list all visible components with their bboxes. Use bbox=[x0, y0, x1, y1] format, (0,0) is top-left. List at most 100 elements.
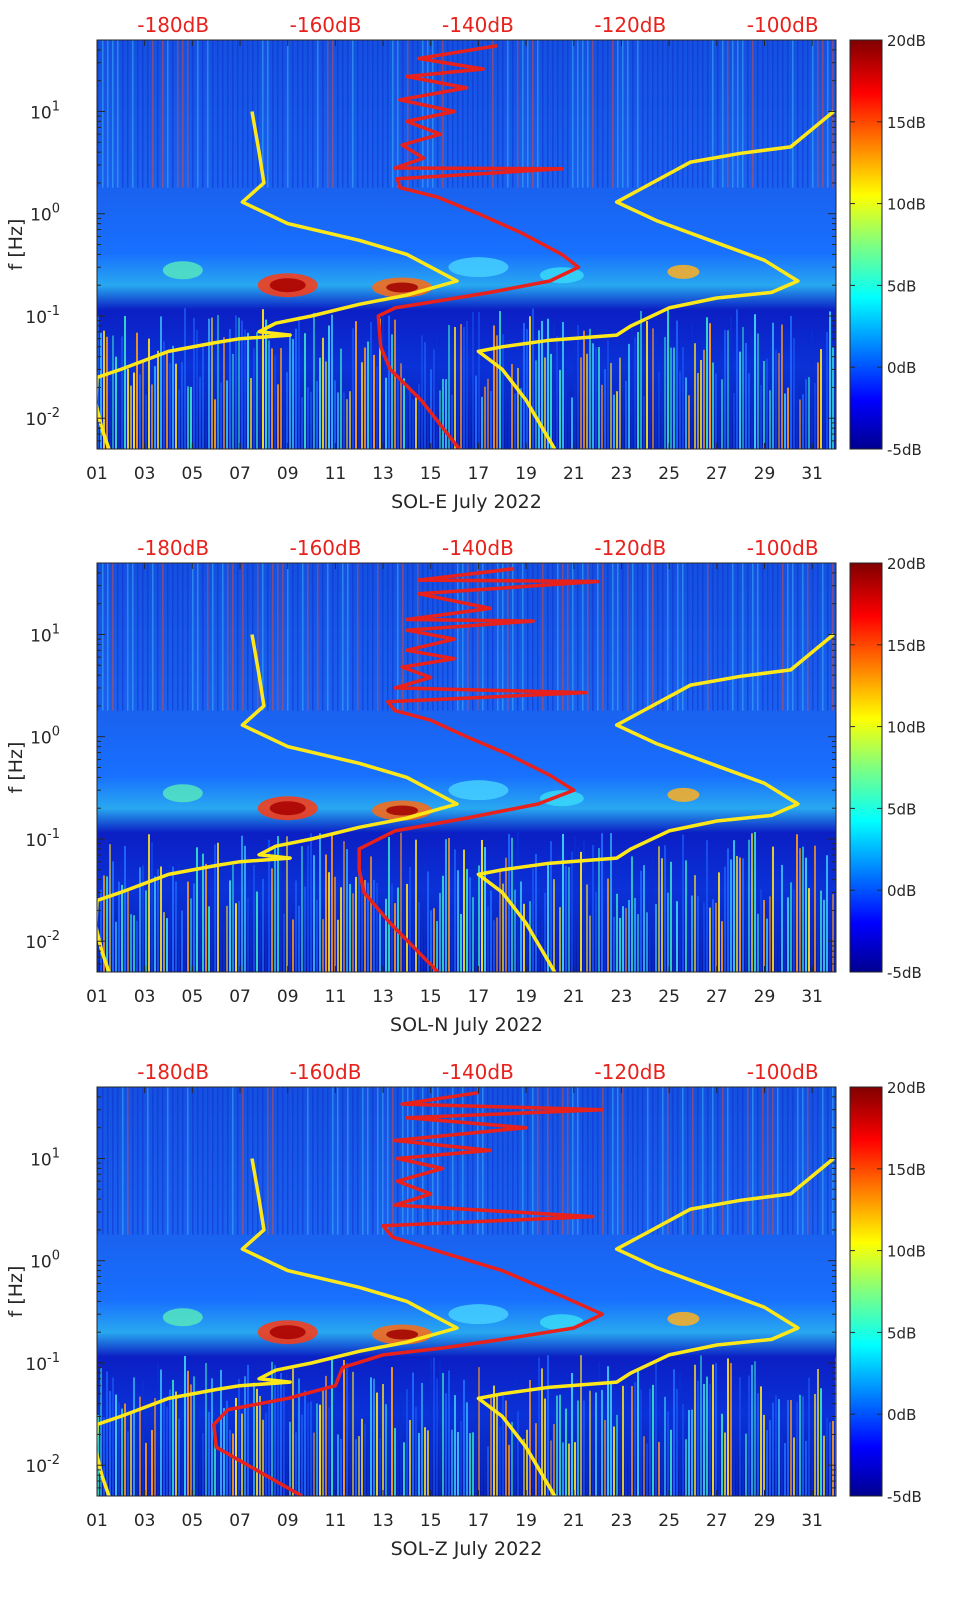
top-db-label: -180dB bbox=[137, 1060, 209, 1084]
x-tick-label: 05 bbox=[182, 464, 204, 484]
x-tick-label: 13 bbox=[372, 987, 394, 1007]
top-db-label: -120dB bbox=[594, 1060, 666, 1084]
x-tick-label: 09 bbox=[277, 1511, 299, 1531]
x-tick-label: 19 bbox=[515, 1511, 537, 1531]
x-tick-label: 27 bbox=[706, 464, 728, 484]
x-tick-label: 03 bbox=[134, 987, 156, 1007]
x-tick-label: 01 bbox=[86, 464, 108, 484]
colorbar-label: 5dB bbox=[887, 1324, 916, 1342]
noise-model-high-line bbox=[476, 633, 835, 972]
x-tick-label: 01 bbox=[86, 987, 108, 1007]
noise-model-low-line bbox=[97, 111, 459, 449]
top-db-label: -100dB bbox=[747, 536, 819, 560]
x-tick-label: 21 bbox=[563, 1511, 585, 1531]
x-tick-label: 25 bbox=[658, 987, 680, 1007]
colorbar-label: 10dB bbox=[887, 719, 926, 737]
median-psd-line bbox=[212, 1090, 605, 1496]
x-tick-label: 13 bbox=[372, 1511, 394, 1531]
y-tick-label: 100 bbox=[30, 1249, 60, 1273]
x-tick-label: 29 bbox=[754, 464, 776, 484]
y-axis-label: f [Hz] bbox=[5, 1266, 27, 1318]
y-tick-label: 10-2 bbox=[25, 406, 60, 430]
colorbar-label: -5dB bbox=[887, 964, 922, 982]
x-tick-label: 17 bbox=[468, 1511, 490, 1531]
median-psd-line bbox=[376, 43, 581, 449]
noise-model-low-line bbox=[97, 1158, 459, 1496]
y-axis-label: f [Hz] bbox=[5, 219, 27, 271]
x-tick-label: 31 bbox=[801, 987, 823, 1007]
x-tick-label: 31 bbox=[801, 464, 823, 484]
x-tick-label: 25 bbox=[658, 464, 680, 484]
noise-model-high-line bbox=[476, 110, 835, 449]
colorbar bbox=[849, 39, 883, 450]
x-tick-label: 27 bbox=[706, 1511, 728, 1531]
top-db-label: -140dB bbox=[442, 1060, 514, 1084]
colorbar-label: 10dB bbox=[887, 196, 926, 214]
colorbar-label: 0dB bbox=[887, 882, 916, 900]
y-tick-label: 101 bbox=[30, 99, 60, 123]
colorbar-label: -5dB bbox=[887, 1488, 922, 1506]
x-tick-label: 05 bbox=[182, 987, 204, 1007]
x-tick-label: 11 bbox=[325, 987, 347, 1007]
x-tick-label: 17 bbox=[468, 464, 490, 484]
spectrogram-image bbox=[97, 563, 836, 972]
colorbar-label: 5dB bbox=[887, 800, 916, 818]
x-tick-label: 23 bbox=[611, 987, 633, 1007]
colorbar-label: 15dB bbox=[887, 1161, 926, 1179]
x-tick-label: 01 bbox=[86, 1511, 108, 1531]
colorbar bbox=[849, 562, 883, 973]
x-tick-label: 09 bbox=[277, 464, 299, 484]
colorbar bbox=[849, 1086, 883, 1497]
x-tick-label: 03 bbox=[134, 1511, 156, 1531]
x-axis-label: SOL-E July 2022 bbox=[391, 491, 542, 513]
colorbar-label: 15dB bbox=[887, 637, 926, 655]
top-db-label: -160dB bbox=[290, 1060, 362, 1084]
x-axis-label: SOL-N July 2022 bbox=[390, 1014, 543, 1036]
x-tick-label: 19 bbox=[515, 464, 537, 484]
top-db-label: -160dB bbox=[290, 536, 362, 560]
noise-model-low-line bbox=[97, 634, 459, 972]
x-tick-label: 05 bbox=[182, 1511, 204, 1531]
x-tick-label: 23 bbox=[611, 1511, 633, 1531]
x-tick-label: 23 bbox=[611, 464, 633, 484]
top-db-label: -120dB bbox=[594, 13, 666, 37]
top-db-label: -100dB bbox=[747, 13, 819, 37]
x-tick-label: 31 bbox=[801, 1511, 823, 1531]
colorbar-label: 20dB bbox=[887, 555, 926, 573]
top-db-label: -140dB bbox=[442, 13, 514, 37]
colorbar-label: 10dB bbox=[887, 1243, 926, 1261]
colorbar-label: 15dB bbox=[887, 114, 926, 132]
colorbar-label: 0dB bbox=[887, 1406, 916, 1424]
x-tick-label: 15 bbox=[420, 987, 442, 1007]
colorbar-label: 20dB bbox=[887, 1079, 926, 1097]
noise-model-high-line bbox=[476, 1157, 835, 1496]
top-db-label: -180dB bbox=[137, 13, 209, 37]
y-axis-label: f [Hz] bbox=[5, 742, 27, 794]
y-tick-label: 100 bbox=[30, 202, 60, 226]
x-axis-label: SOL-Z July 2022 bbox=[391, 1538, 543, 1560]
y-tick-label: 101 bbox=[30, 622, 60, 646]
spectrogram-image bbox=[97, 40, 836, 449]
x-tick-label: 21 bbox=[563, 987, 585, 1007]
x-tick-label: 03 bbox=[134, 464, 156, 484]
top-db-label: -100dB bbox=[747, 1060, 819, 1084]
x-tick-label: 07 bbox=[229, 464, 251, 484]
x-tick-label: 29 bbox=[754, 1511, 776, 1531]
colorbar-label: 5dB bbox=[887, 277, 916, 295]
x-tick-label: 29 bbox=[754, 987, 776, 1007]
x-tick-label: 19 bbox=[515, 987, 537, 1007]
colorbar-label: -5dB bbox=[887, 441, 922, 459]
y-tick-label: 10-1 bbox=[25, 1351, 60, 1375]
y-tick-label: 10-2 bbox=[25, 929, 60, 953]
chart-panel-2: 01 03 05 07 09 11 13 15 17 19 21 23 25 27 29 31 SOL-N Ju… bbox=[5, 536, 926, 1036]
y-tick-label: 100 bbox=[30, 725, 60, 749]
median-psd-line bbox=[357, 566, 600, 972]
chart-panel-3: 01 03 05 07 09 11 13 15 17 19 21 23 25 27 29 31 SOL-Z Ju… bbox=[5, 1060, 926, 1560]
y-tick-label: 101 bbox=[30, 1146, 60, 1170]
x-tick-label: 13 bbox=[372, 464, 394, 484]
x-tick-label: 09 bbox=[277, 987, 299, 1007]
spectrogram-image bbox=[97, 1087, 836, 1496]
x-tick-label: 15 bbox=[420, 464, 442, 484]
x-tick-label: 11 bbox=[325, 1511, 347, 1531]
